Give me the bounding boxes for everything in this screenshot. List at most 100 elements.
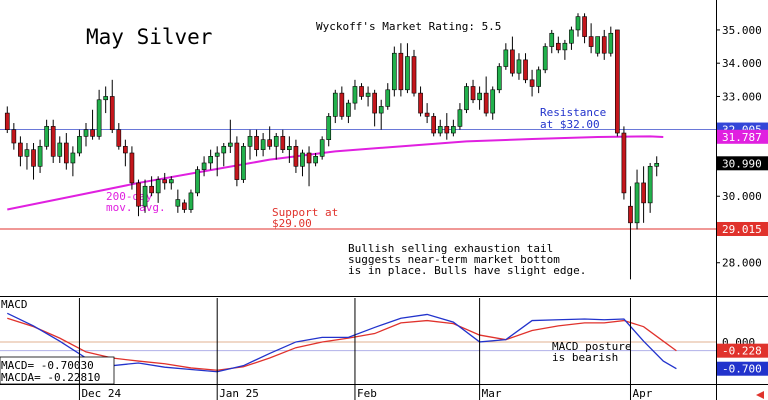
y-tick-label: 33.000 [722,90,762,103]
annotation-note: Bullish selling exhaustion tail [348,242,553,255]
candle-up [437,126,443,134]
support-tag: 29.015 [722,223,762,236]
y-tick-label: 28.000 [722,257,762,270]
candle-up [464,86,469,111]
candle-up [313,156,318,164]
candle-down [31,149,36,167]
candle-down [431,116,437,134]
macd-tag-bg [717,343,768,358]
candle-up [83,129,89,137]
candle-down [444,126,450,134]
candle-up [490,89,496,114]
x-tick-label: Mar [482,387,502,400]
candle-up [595,36,601,54]
candle-down [123,146,128,154]
candle-down [149,185,154,194]
candle-down [18,142,23,157]
candle-down [4,112,10,131]
candle-up [451,126,456,134]
candle-up [542,46,548,71]
y-tick-label: 34.000 [722,57,762,70]
candle-up [516,59,522,74]
support-label: $29.00 [272,217,312,230]
candle-up [168,179,174,184]
candle-down [182,202,187,210]
candle-up [457,109,463,127]
ma200-label: 200-day [106,190,153,203]
last-price-tag: 30.990 [722,157,762,170]
candle-up [188,192,194,210]
candle-up [365,92,371,97]
overlay-text: May Silver Wyckoff's Market Rating: 5.5 [86,20,501,49]
candle-up [634,182,640,224]
candle-up [346,102,351,117]
candle-down [483,92,489,114]
candle-down [306,152,312,164]
ma-tag-bg [717,129,768,144]
candle-up [654,162,660,167]
annotation-note: is in place. Bulls have slight edge. [348,264,586,277]
candle-down [116,129,122,147]
resistance-label: at $32.00 [540,118,600,131]
candle-down [11,129,17,144]
candle-up [241,146,246,180]
x-tick-label: Feb [357,387,377,400]
candle-up [195,169,200,194]
candle-down [470,86,476,101]
candle-up [562,42,568,51]
y-tick-label: 35.000 [722,24,762,37]
candle-down [523,59,528,81]
candle-down [582,16,587,37]
candle-up [647,165,653,204]
candle-up [201,162,207,170]
resistance-label: Resistance [540,106,606,119]
macd-tag: -0.700 [722,363,762,376]
macd-average-line [7,317,677,371]
market-rating: Wyckoff's Market Rating: 5.5 [316,20,501,33]
candle-up [24,149,30,157]
candle-up [287,146,292,150]
x-tick-label: Apr [632,387,652,400]
candle-up [319,139,325,157]
y-tick-label: 30.000 [722,190,762,203]
candle-down [234,142,240,180]
candle-down [90,129,95,137]
x-tick-label: Jan 25 [219,387,259,400]
candle-up [214,152,220,157]
macd-line [6,312,677,373]
candle-up [260,139,266,150]
support-label: Support at [272,206,338,219]
candle-down [50,126,56,157]
macd-note: MACD posture [552,340,631,353]
scroll-left-icon [756,391,764,399]
candle-down [411,56,417,94]
candle-up [608,32,614,54]
candle-up [37,146,43,167]
candle-down [641,182,646,204]
candle-down [129,152,135,184]
candle-up [44,126,49,147]
candle-down [254,136,259,150]
candle-up [326,116,332,140]
candle-down [588,36,594,47]
candle-up [378,106,384,114]
candle-down [280,136,286,150]
macd-legend: MACD= -0.70030 [1,359,94,372]
candle-down [510,49,515,74]
candle-up [549,32,555,47]
candle-down [621,132,627,194]
candle-down [109,96,115,131]
last-price-tag-bg [717,156,768,171]
candle-down [63,142,69,164]
candle-up [477,92,482,101]
candle-up [155,179,161,194]
candle-up [142,185,148,207]
date-axis: Dec 24 Jan 25 Feb Mar Apr [78,298,764,400]
candle-up [391,52,397,91]
candle-up [575,16,581,31]
macd-tag: -0.228 [722,345,762,358]
candle-up [208,156,213,164]
ma200-line [7,135,664,211]
